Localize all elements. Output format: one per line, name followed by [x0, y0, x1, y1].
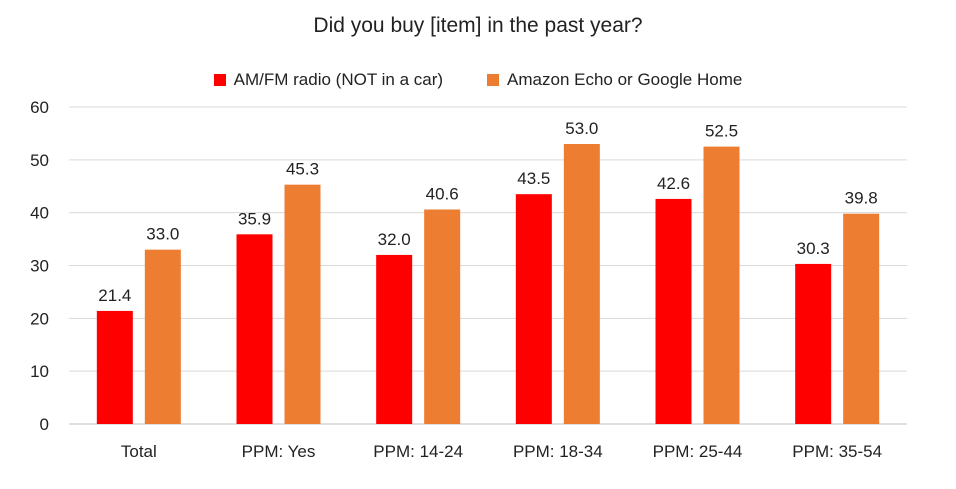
y-tick-label-0: 0 — [40, 415, 49, 434]
data-label-am-fm-radio-total: 21.4 — [98, 286, 131, 305]
bar-smart-speaker-ppm-35-54 — [843, 213, 880, 424]
x-tick-label-ppm-18-34: PPM: 18-34 — [513, 442, 603, 461]
legend-swatch-am-fm-radio — [213, 74, 226, 86]
x-tick-label-ppm-35-54: PPM: 35-54 — [792, 442, 882, 461]
x-tick-label-total: Total — [121, 442, 157, 461]
legend-label-smart-speaker: Amazon Echo or Google Home — [507, 70, 743, 89]
y-tick-label-50: 50 — [30, 151, 49, 170]
data-label-am-fm-radio-ppm-yes: 35.9 — [238, 209, 271, 228]
bar-smart-speaker-ppm-25-44 — [703, 146, 740, 424]
data-label-smart-speaker-ppm-25-44: 52.5 — [705, 122, 738, 141]
legend-label-am-fm-radio: AM/FM radio (NOT in a car) — [233, 70, 444, 89]
data-label-am-fm-radio-ppm-35-54: 30.3 — [797, 239, 830, 258]
bar-am-fm-radio-ppm-yes — [236, 234, 273, 424]
bar-smart-speaker-total — [144, 249, 181, 424]
bar-am-fm-radio-ppm-14-24 — [376, 254, 413, 424]
data-label-am-fm-radio-ppm-18-34: 43.5 — [517, 169, 550, 188]
y-tick-label-10: 10 — [30, 362, 49, 381]
bar-am-fm-radio-ppm-25-44 — [655, 198, 692, 424]
data-label-am-fm-radio-ppm-25-44: 42.6 — [657, 174, 690, 193]
data-label-am-fm-radio-ppm-14-24: 32.0 — [378, 230, 411, 249]
bar-am-fm-radio-total — [96, 310, 133, 424]
bar-smart-speaker-ppm-14-24 — [424, 209, 461, 424]
y-tick-label-60: 60 — [30, 98, 49, 117]
data-label-smart-speaker-total: 33.0 — [146, 225, 179, 244]
legend-item-smart-speaker: Amazon Echo or Google Home — [487, 70, 742, 90]
y-tick-label-30: 30 — [30, 257, 49, 276]
data-label-smart-speaker-ppm-35-54: 39.8 — [845, 189, 878, 208]
x-tick-label-ppm-25-44: PPM: 25-44 — [653, 442, 743, 461]
legend-swatch-smart-speaker — [487, 74, 500, 86]
data-label-smart-speaker-ppm-yes: 45.3 — [286, 160, 319, 179]
bar-smart-speaker-ppm-yes — [284, 184, 321, 424]
x-tick-label-ppm-14-24: PPM: 14-24 — [373, 442, 463, 461]
y-tick-label-40: 40 — [30, 204, 49, 223]
legend: AM/FM radio (NOT in a car) Amazon Echo o… — [0, 70, 956, 90]
y-tick-label-20: 20 — [30, 309, 49, 328]
bar-smart-speaker-ppm-18-34 — [563, 143, 600, 424]
data-label-smart-speaker-ppm-14-24: 40.6 — [426, 184, 459, 203]
bar-am-fm-radio-ppm-18-34 — [515, 194, 552, 424]
chart-title: Did you buy [item] in the past year? — [313, 14, 643, 37]
bar-am-fm-radio-ppm-35-54 — [795, 263, 832, 424]
data-label-smart-speaker-ppm-18-34: 53.0 — [565, 119, 598, 138]
legend-item-am-fm-radio: AM/FM radio (NOT in a car) — [213, 70, 444, 90]
x-tick-label-ppm-yes: PPM: Yes — [242, 442, 316, 461]
